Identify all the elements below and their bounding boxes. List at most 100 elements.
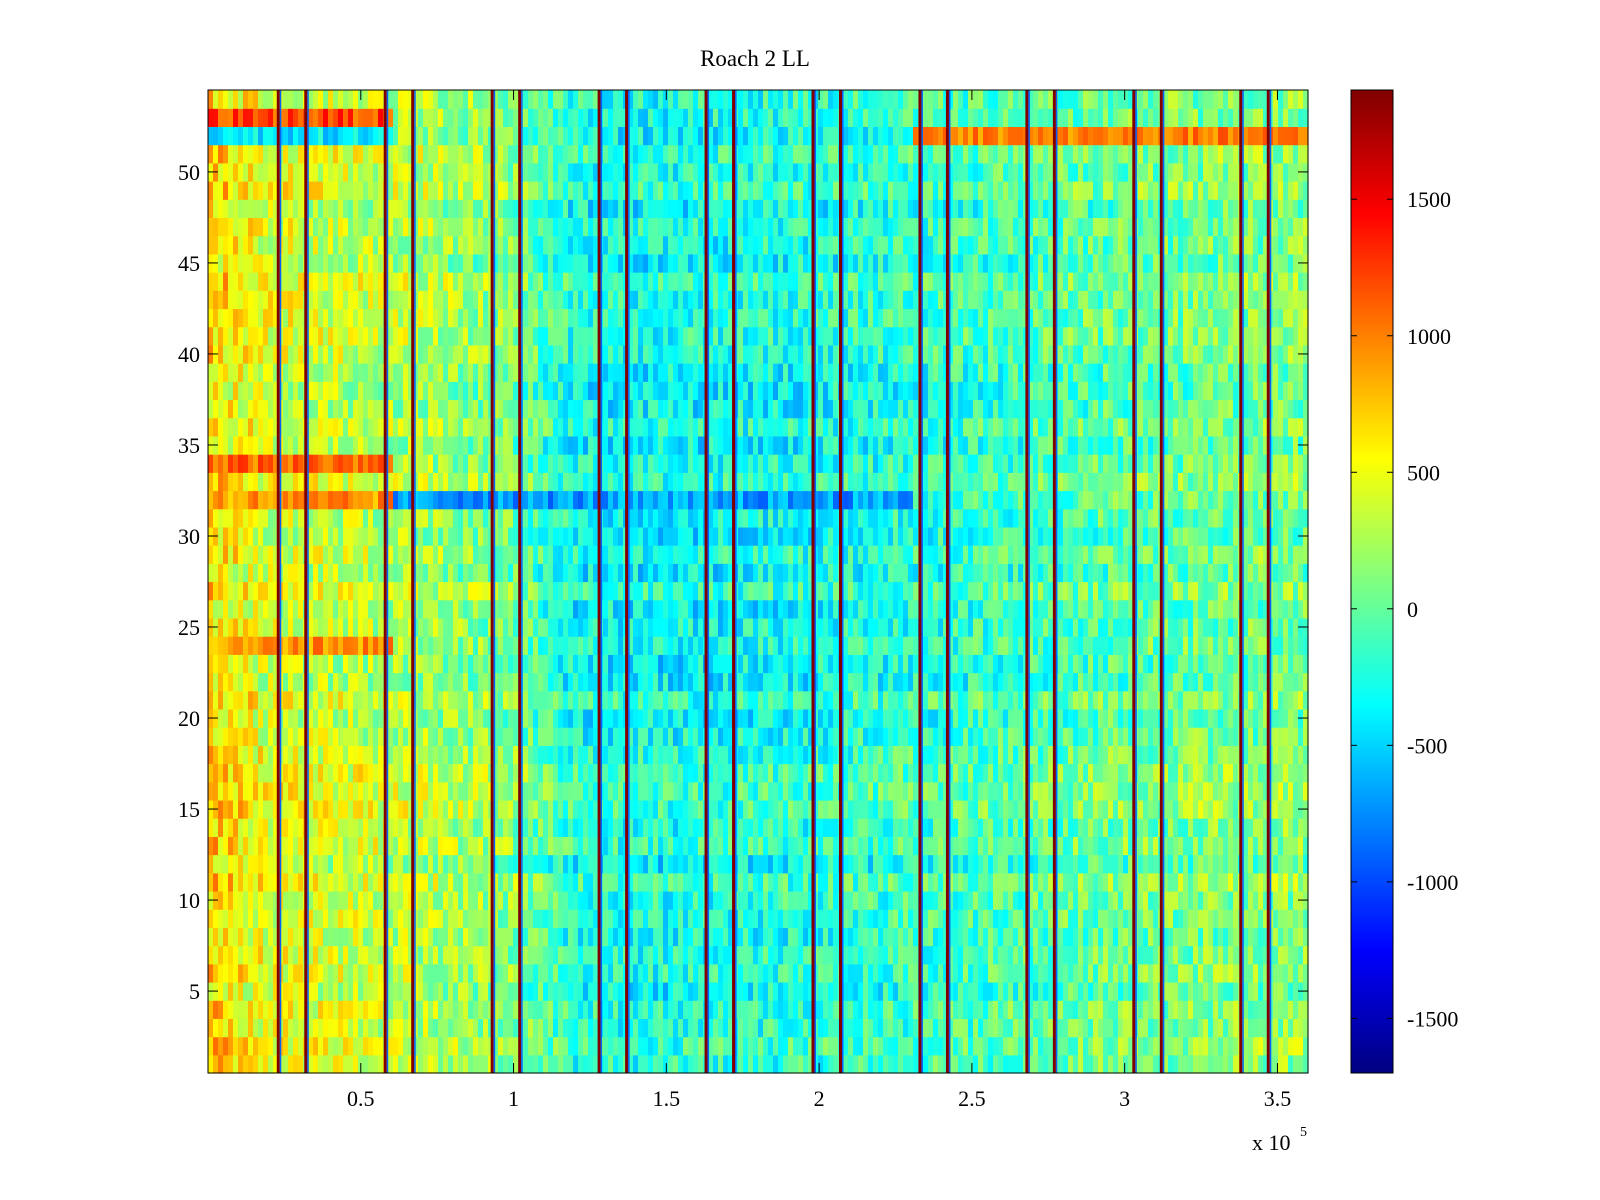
heatmap-cell	[788, 799, 794, 819]
heatmap-cell	[298, 1036, 304, 1056]
heatmap-cell	[1108, 945, 1114, 965]
heatmap-cell	[1233, 690, 1239, 710]
heatmap-cell	[558, 945, 564, 965]
heatmap-cell	[943, 927, 949, 947]
heatmap-cell	[888, 890, 894, 910]
heatmap-cell	[433, 945, 439, 965]
heatmap-cell	[1278, 708, 1284, 728]
heatmap-cell	[1068, 799, 1074, 819]
heatmap-cell	[1188, 963, 1194, 983]
heatmap-cell	[793, 708, 799, 728]
heatmap-cell	[913, 1054, 919, 1074]
heatmap-cell	[1243, 1036, 1249, 1056]
heatmap-cell	[223, 1036, 229, 1056]
heatmap-cell	[1183, 1054, 1189, 1074]
heatmap-cell	[473, 818, 479, 837]
heatmap-cell	[323, 818, 329, 837]
heatmap-cell	[953, 872, 959, 892]
heatmap-cell	[298, 654, 304, 674]
heatmap-cell	[583, 1036, 589, 1056]
heatmap-cell	[273, 781, 279, 801]
heatmap-cell	[483, 909, 489, 928]
heatmap-cell	[498, 981, 504, 1001]
heatmap-cell	[1113, 818, 1119, 837]
heatmap-cell	[468, 763, 474, 783]
heatmap-cell	[888, 1054, 894, 1074]
heatmap-cell	[983, 1036, 989, 1056]
heatmap-cell	[673, 854, 679, 874]
heatmap-cell	[1008, 872, 1014, 892]
heatmap-cell	[368, 763, 374, 783]
heatmap-cell	[938, 781, 944, 801]
heatmap-cell	[1043, 981, 1049, 1001]
heatmap-cell	[713, 981, 719, 1001]
heatmap-cell	[588, 945, 594, 965]
heatmap-cell	[863, 836, 869, 856]
heatmap-cell	[963, 1036, 969, 1056]
heatmap-cell	[663, 945, 669, 965]
heatmap-cell	[313, 818, 319, 837]
heatmap-cell	[698, 854, 704, 874]
heatmap-cell	[883, 836, 889, 856]
heatmap-cell	[773, 945, 779, 965]
heatmap-cell	[1078, 708, 1084, 728]
heatmap-cell	[313, 781, 319, 801]
heatmap-cell	[473, 909, 479, 928]
heatmap-cell	[648, 945, 654, 965]
heatmap-cell	[803, 799, 809, 819]
heatmap-cell	[473, 981, 479, 1001]
heatmap-cell	[1278, 1000, 1284, 1019]
heatmap-cell	[913, 963, 919, 983]
heatmap-cell	[1203, 727, 1209, 746]
heatmap-cell	[1198, 690, 1204, 710]
heatmap-cell	[1283, 927, 1289, 947]
heatmap-cell	[373, 909, 379, 928]
heatmap-cell	[358, 927, 364, 947]
heatmap-cell	[1168, 799, 1174, 819]
heatmap-cell	[498, 745, 504, 765]
heatmap-cell	[348, 727, 354, 746]
heatmap-cell	[1063, 927, 1069, 947]
heatmap-cell	[268, 1000, 274, 1019]
heatmap-cell	[1228, 799, 1234, 819]
heatmap-cell	[428, 708, 434, 728]
heatmap-cell	[608, 672, 614, 692]
heatmap-cell	[1193, 854, 1199, 874]
heatmap-cell	[553, 1036, 559, 1056]
heatmap-cell	[1088, 872, 1094, 892]
heatmap-cell	[513, 818, 519, 837]
heatmap-cell	[253, 890, 259, 910]
heatmap-cell	[1148, 672, 1154, 692]
heatmap-cell	[238, 654, 244, 674]
heatmap-cell	[968, 890, 974, 910]
heatmap-cell	[1008, 763, 1014, 783]
heatmap-cell	[903, 927, 909, 947]
heatmap-cell	[1038, 890, 1044, 910]
heatmap-cell	[1288, 690, 1294, 710]
heatmap-cell	[1163, 799, 1169, 819]
heatmap-cell	[563, 854, 569, 874]
heatmap-cell	[1243, 799, 1249, 819]
heatmap-cell	[628, 1054, 634, 1074]
heatmap-cell	[928, 1018, 934, 1038]
heatmap-cell	[1293, 945, 1299, 965]
heatmap-cell	[603, 818, 609, 837]
heatmap-cell	[618, 654, 624, 674]
heatmap-cell	[1293, 963, 1299, 983]
heatmap-cell	[343, 727, 349, 746]
heatmap-cell	[983, 963, 989, 983]
heatmap-cell	[898, 909, 904, 928]
heatmap-cell	[888, 708, 894, 728]
heatmap-cell	[1028, 945, 1034, 965]
heatmap-cell	[1143, 872, 1149, 892]
heatmap-cell	[863, 1000, 869, 1019]
heatmap-cell	[613, 654, 619, 674]
heatmap-cell	[618, 872, 624, 892]
heatmap-cell	[1278, 1054, 1284, 1074]
heatmap-cell	[778, 890, 784, 910]
heatmap-cell	[593, 945, 599, 965]
heatmap-cell	[988, 909, 994, 928]
heatmap-cell	[353, 818, 359, 837]
heatmap-cell	[283, 945, 289, 965]
heatmap-cell	[328, 854, 334, 874]
